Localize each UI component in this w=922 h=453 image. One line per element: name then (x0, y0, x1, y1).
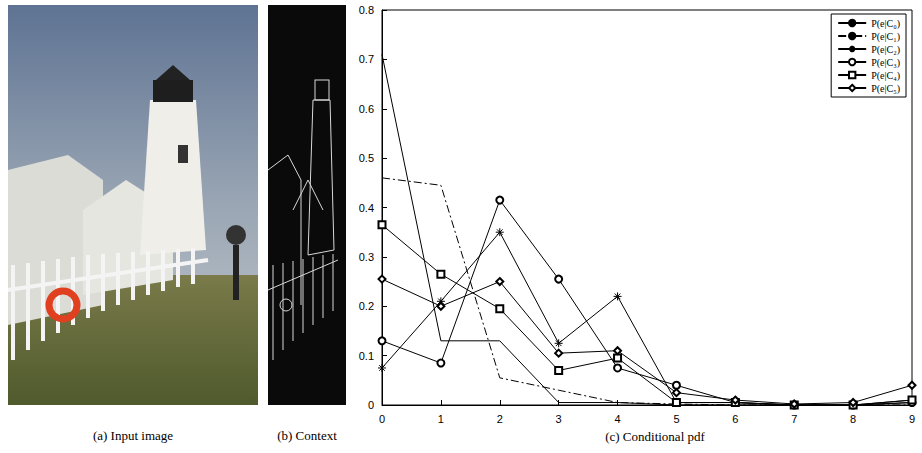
html-text:(a) Input image: (a) Input image (92, 428, 174, 443)
svg-text:0.4: 0.4 (359, 202, 374, 214)
svg-text:4: 4 (614, 413, 620, 425)
svg-text:0.8: 0.8 (359, 4, 374, 16)
svg-text:3: 3 (556, 413, 562, 425)
svg-text:0.3: 0.3 (359, 251, 374, 263)
svg-text:0.2: 0.2 (359, 300, 374, 312)
svg-text:0.1: 0.1 (359, 350, 374, 362)
html-text:(b) Context: (b) Context (277, 428, 337, 443)
svg-text:P(e|C₂): P(e|C₂) (871, 44, 900, 56)
svg-text:2: 2 (497, 413, 503, 425)
svg-text:0: 0 (368, 399, 374, 411)
svg-text:6: 6 (732, 413, 738, 425)
svg-text:P(e|C₅): P(e|C₅) (871, 83, 900, 95)
svg-text:0.7: 0.7 (359, 53, 374, 65)
svg-text:P(e|C₁): P(e|C₁) (871, 31, 900, 43)
svg-text:P(e|C₃): P(e|C₃) (871, 57, 900, 69)
svg-text:5: 5 (673, 413, 679, 425)
svg-text:P(e|C₄): P(e|C₄) (871, 70, 900, 82)
svg-text:(c) Conditional pdf: (c) Conditional pdf (605, 429, 705, 444)
svg-text:0.6: 0.6 (359, 103, 374, 115)
svg-text:P(e|C₀): P(e|C₀) (871, 18, 900, 30)
svg-text:1: 1 (438, 413, 444, 425)
svg-text:0: 0 (379, 413, 385, 425)
svg-text:0.5: 0.5 (359, 152, 374, 164)
svg-text:9: 9 (909, 413, 915, 425)
svg-text:8: 8 (850, 413, 856, 425)
svg-text:7: 7 (791, 413, 797, 425)
